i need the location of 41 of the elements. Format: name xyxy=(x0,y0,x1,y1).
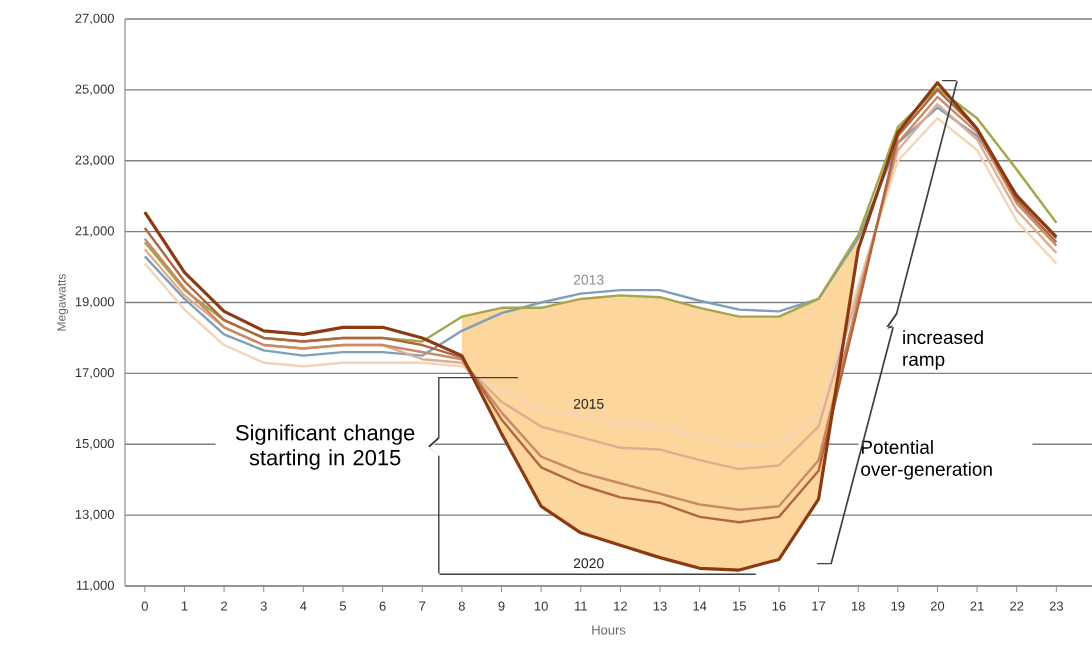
y-tick-label: 11,000 xyxy=(76,580,114,592)
y-axis-title: Megawatts xyxy=(57,274,69,331)
y-tick-label: 27,000 xyxy=(75,13,114,25)
annotation: Significant change starting in 2015 xyxy=(235,424,415,470)
x-tick-label: 22 xyxy=(1010,601,1024,611)
x-tick-label: 10 xyxy=(534,601,548,611)
x-tick-label: 4 xyxy=(300,601,307,611)
x-tick-label: 7 xyxy=(419,601,426,611)
y-tick-label: 13,000 xyxy=(75,509,114,521)
x-tick-label: 1 xyxy=(181,601,188,611)
x-tick-label: 2 xyxy=(221,601,228,611)
x-tick-label: 15 xyxy=(733,601,746,611)
x-tick-label: 16 xyxy=(772,601,786,611)
series-label: 2015 xyxy=(573,398,604,409)
x-tick-label: 6 xyxy=(379,601,386,611)
x-tick-label: 18 xyxy=(851,601,865,611)
x-tick-label: 5 xyxy=(339,601,347,611)
x-tick-label: 21 xyxy=(970,601,984,611)
series-label: 2013 xyxy=(573,274,604,285)
y-tick-label: 21,000 xyxy=(75,226,114,237)
x-tick-label: 12 xyxy=(614,601,627,611)
x-tick-label: 8 xyxy=(458,601,465,611)
annotation: increased ramp xyxy=(903,330,983,370)
x-tick-label: 13 xyxy=(653,601,667,611)
x-tick-label: 14 xyxy=(693,601,707,611)
y-tick-label: 17,000 xyxy=(75,368,114,379)
annotation: Potential over-generation xyxy=(861,440,992,480)
x-tick-label: 23 xyxy=(1049,601,1063,611)
x-tick-label: 3 xyxy=(260,601,267,611)
y-tick-label: 19,000 xyxy=(75,297,114,308)
x-tick-label: 0 xyxy=(141,601,148,611)
x-tick-label: 20 xyxy=(930,601,945,611)
x-tick-label: 11 xyxy=(575,601,587,611)
x-tick-label: 9 xyxy=(498,601,505,611)
series-label: 2020 xyxy=(573,558,604,569)
y-tick-label: 23,000 xyxy=(75,155,114,167)
x-axis-title: Hours xyxy=(592,625,626,635)
y-tick-label: 25,000 xyxy=(75,84,114,96)
y-tick-label: 15,000 xyxy=(75,438,114,450)
x-tick-label: 17 xyxy=(812,601,826,611)
x-tick-label: 19 xyxy=(891,601,905,611)
